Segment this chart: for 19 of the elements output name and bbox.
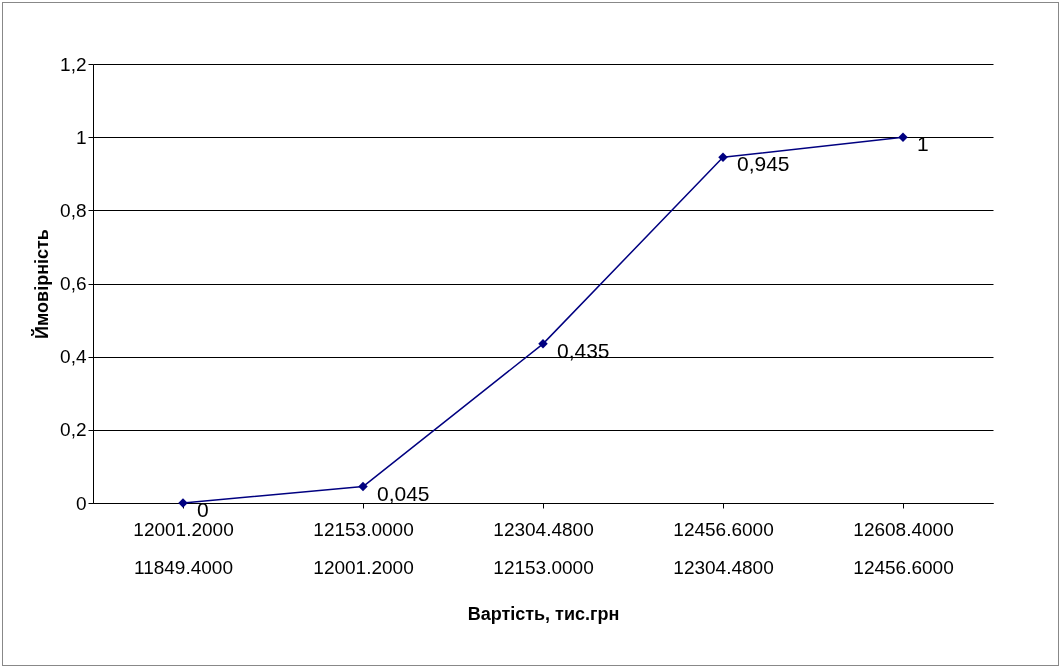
y-tick-label: 0 xyxy=(75,492,87,514)
data-label: 1 xyxy=(917,132,929,156)
data-label: 0,945 xyxy=(737,152,790,176)
point xyxy=(718,152,728,163)
data-label: 0,045 xyxy=(377,481,430,505)
x-axis-title: Вартість, тис.грн xyxy=(467,603,620,624)
y-tick-label: 0,8 xyxy=(60,199,87,221)
x-tick-label: 12153.0000 12001.2000 xyxy=(313,518,414,578)
y-tick-label: 0,4 xyxy=(60,346,87,368)
y-tick-label: 1,2 xyxy=(60,53,87,75)
point xyxy=(358,481,368,492)
x-tick-label: 12456.6000 12304.4800 xyxy=(673,518,774,578)
x-tick-label: 12304.4800 12153.0000 xyxy=(493,518,594,578)
y-tick-label: 1 xyxy=(75,126,87,148)
x-tick-label: 12608.4000 12456.6000 xyxy=(853,518,954,578)
y-axis-title: Ймовірність xyxy=(31,229,53,339)
x-tick-label: 12001.2000 11849.4000 xyxy=(133,518,234,578)
y-tick-label: 0,6 xyxy=(60,273,87,294)
y-tick-label: 0,2 xyxy=(60,419,87,441)
